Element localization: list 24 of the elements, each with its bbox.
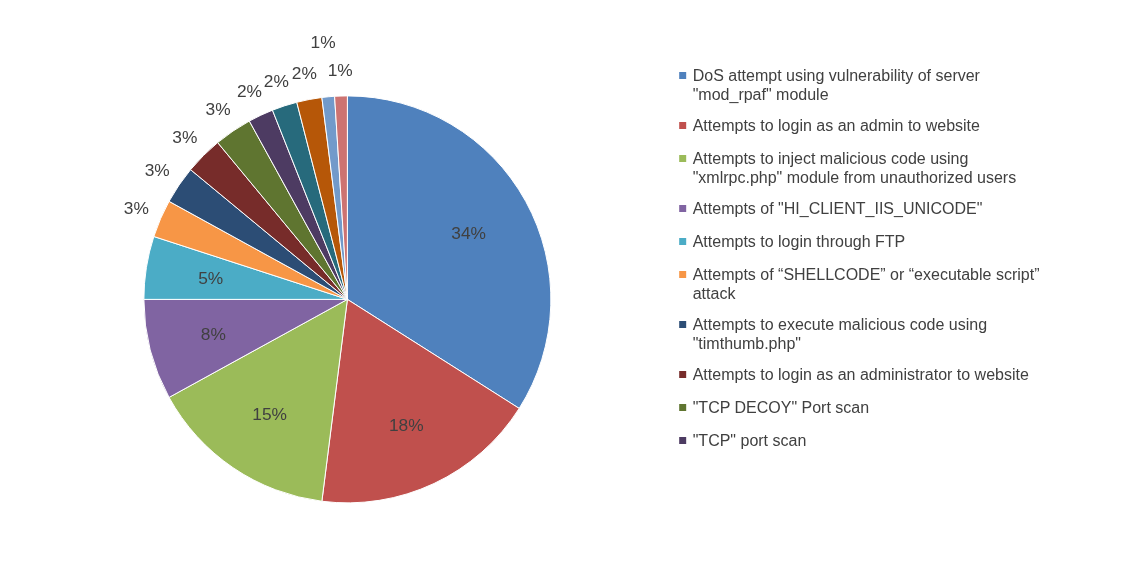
data-label: 8% xyxy=(200,323,226,344)
data-label: 2% xyxy=(291,63,317,84)
data-label: 3% xyxy=(205,99,231,120)
data-label: 34% xyxy=(451,222,486,243)
data-label: 3% xyxy=(123,198,149,219)
legend-label: DoS attempt using vulnerability of server "mod_rpaf" module xyxy=(692,66,981,105)
legend-label: Attempts to login as an administrator to website xyxy=(692,366,1029,383)
data-label: 15% xyxy=(252,403,287,424)
data-label: 2% xyxy=(263,70,289,91)
data-label: 2% xyxy=(236,81,262,102)
legend-label: Attempts to login as an admin to website xyxy=(692,117,981,134)
legend-label: Attempts to execute malicious code using "timthumb.php" xyxy=(692,315,988,353)
legend-label: Attempts to inject malicious code using "xmlrpc.php" module from unauthorized users xyxy=(692,149,1017,187)
legend-label: Attempts of “SHELLCODE” or “executable script” attack xyxy=(692,265,1040,303)
data-label: 5% xyxy=(198,267,224,288)
data-label: 1% xyxy=(327,59,353,80)
legend-label: Attempts to login through FTP xyxy=(692,233,906,250)
data-label: 3% xyxy=(172,126,198,147)
data-label: 18% xyxy=(388,414,424,435)
legend-label: Attempts of "HI_CLIENT_IIS_UNICODE" xyxy=(692,200,983,218)
legend-label: "TCP" port scan xyxy=(692,432,807,449)
data-label: 3% xyxy=(144,160,170,181)
legend-label: "TCP DECOY" Port scan xyxy=(692,399,870,416)
data-label: 1% xyxy=(310,32,336,53)
